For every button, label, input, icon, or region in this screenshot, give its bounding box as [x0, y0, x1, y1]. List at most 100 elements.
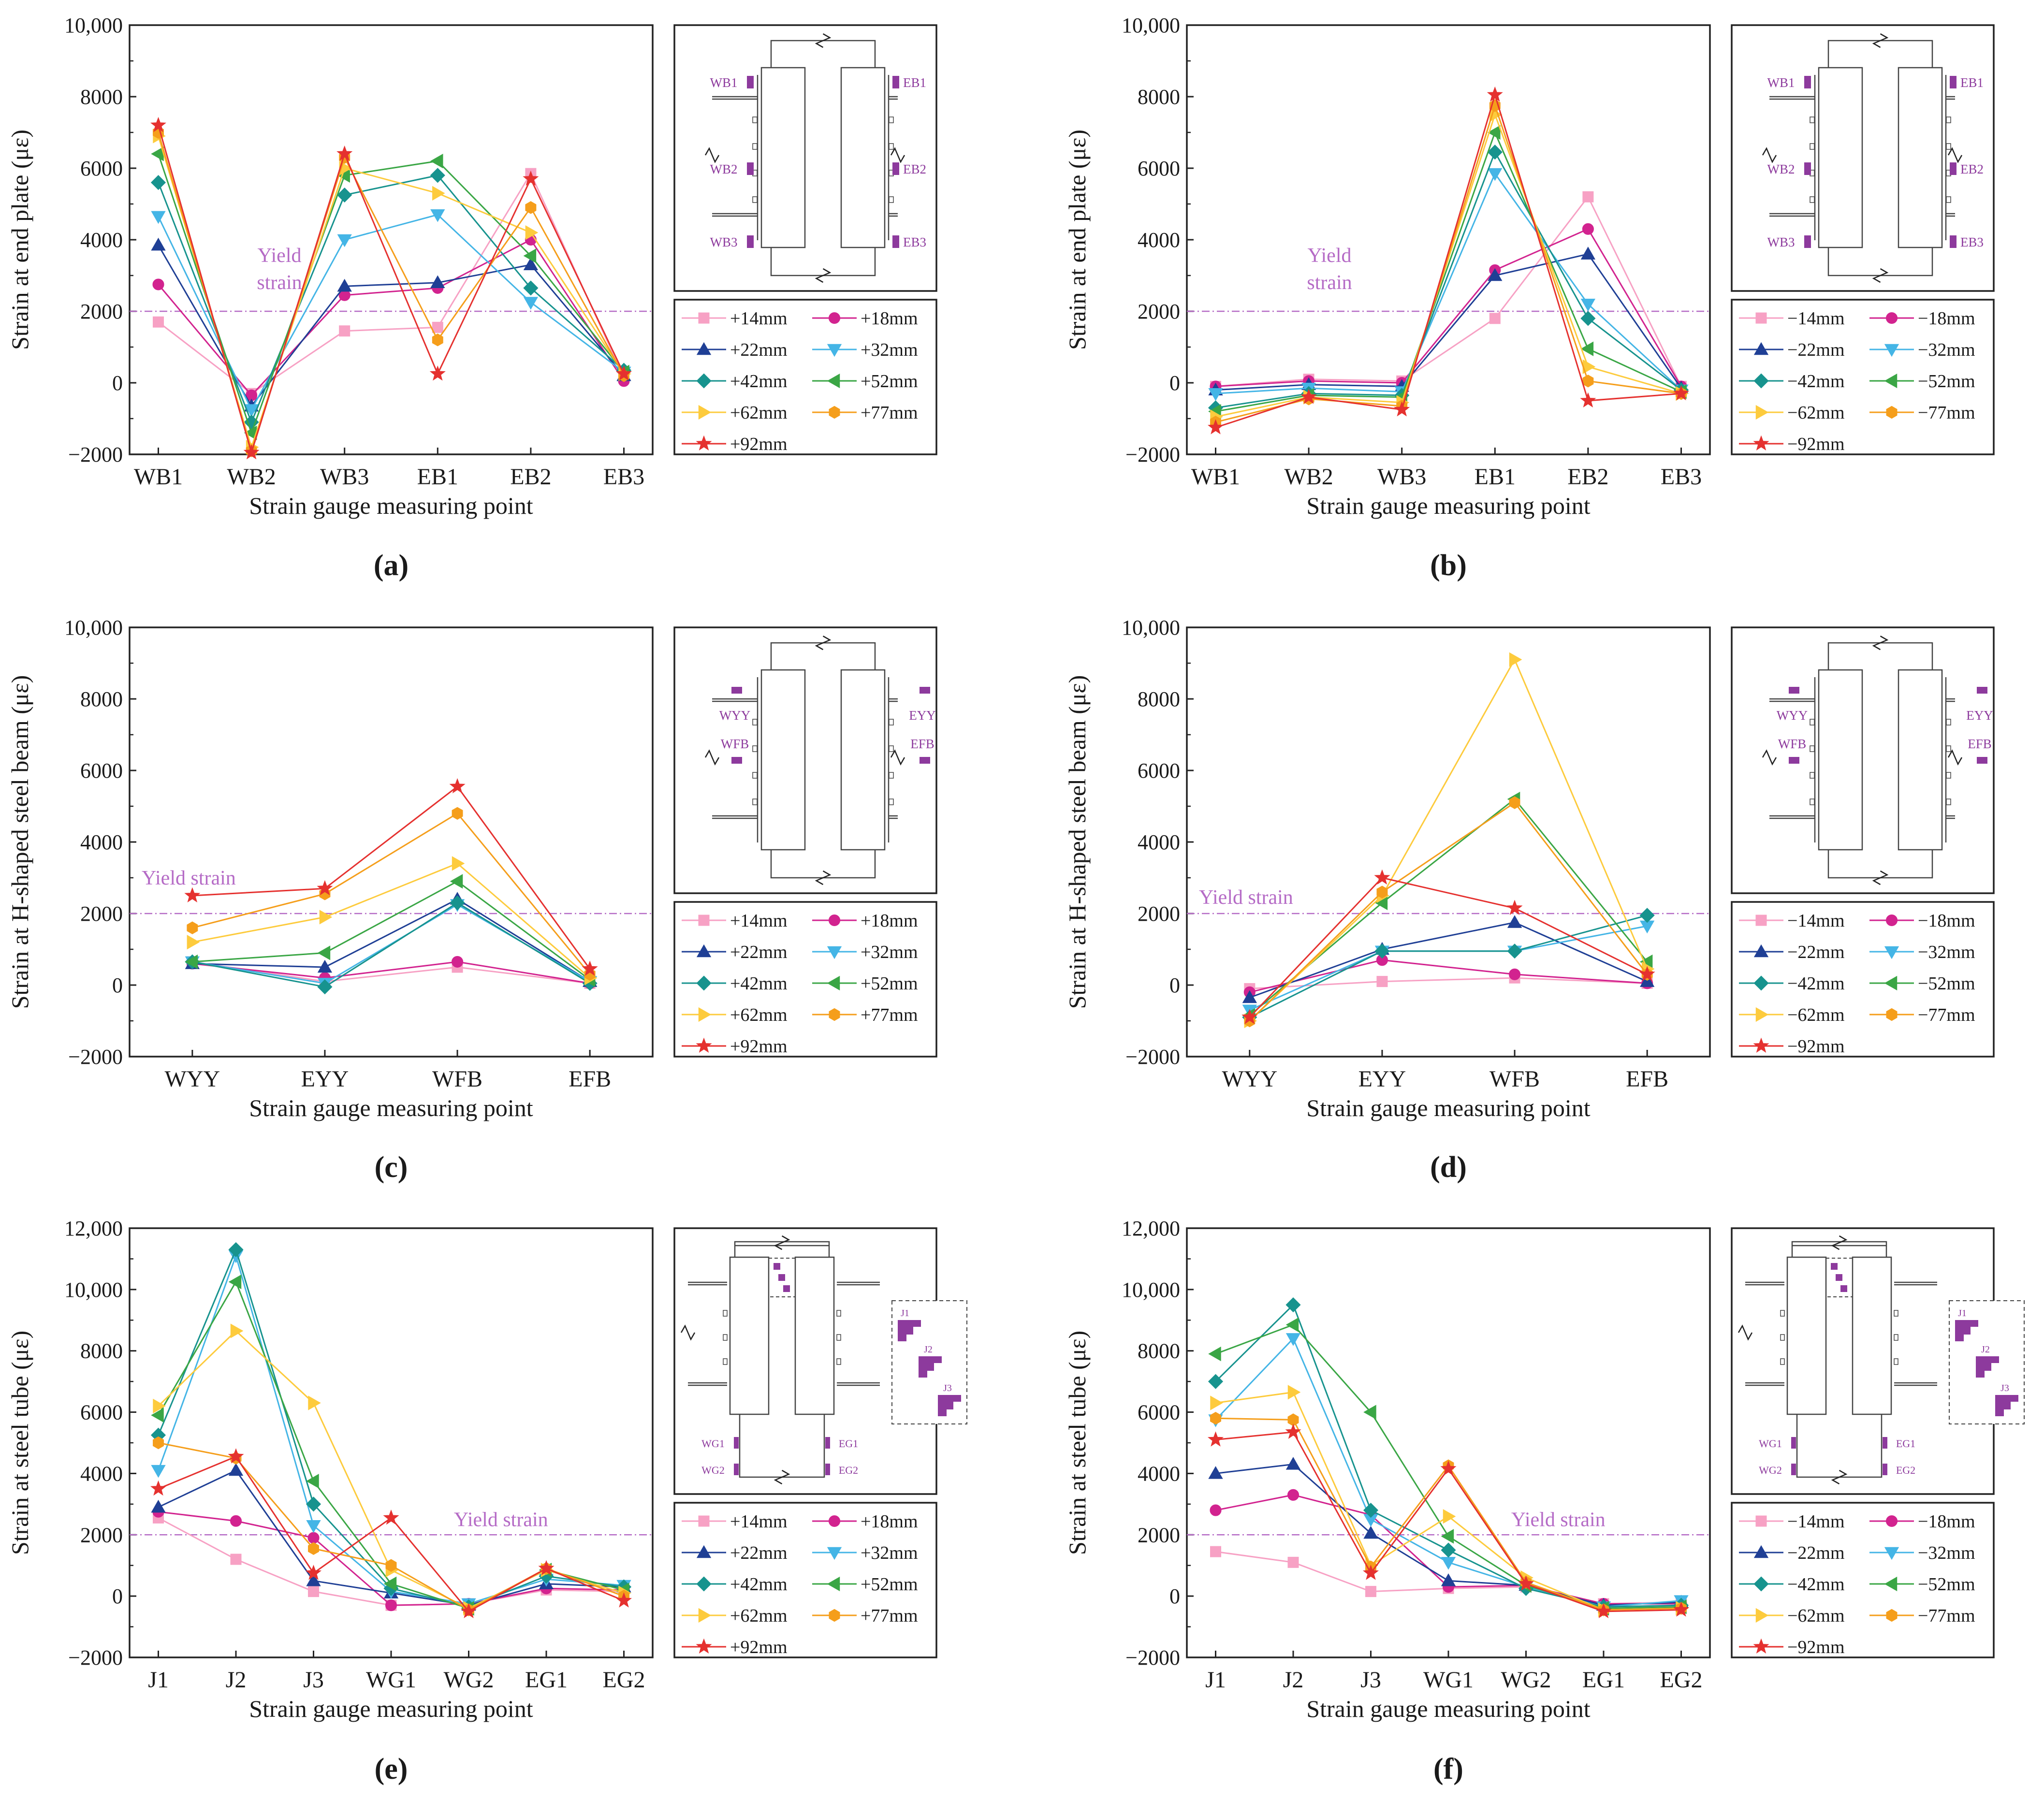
- legend-item: +18mm: [812, 308, 918, 329]
- y-tick-label: 10,000: [1122, 14, 1180, 37]
- strain-gauge-icon: [1791, 1437, 1796, 1449]
- data-point: [1210, 1546, 1222, 1557]
- legend-f: −14mm −18mm −22mm −32mm −42mm −52mm −62mm −77mm…: [1731, 1502, 1995, 1658]
- data-point: [1507, 915, 1522, 928]
- legend-label: +92mm: [730, 434, 788, 454]
- legend-marker-hexagon: [829, 406, 840, 419]
- data-point: [1582, 375, 1594, 388]
- east-tube: [1852, 1256, 1892, 1415]
- panel-f: −2000 0 2000 4000 6000 8000 10,000 12,000 J1 J2 J3…: [1064, 1217, 2025, 1785]
- data-point: [1487, 86, 1503, 102]
- data-point: [1580, 298, 1596, 312]
- break-icon-west: [1762, 147, 1777, 163]
- legend-marker-star: [1753, 435, 1769, 451]
- x-axis-title: Strain gauge measuring point: [249, 492, 533, 519]
- series-−32mm: [1208, 1333, 1689, 1614]
- x-tick-label: EB1: [1475, 464, 1516, 490]
- series-line: [1249, 877, 1648, 1018]
- series-line: [192, 785, 591, 970]
- data-point: [523, 170, 539, 186]
- data-point: [523, 297, 539, 310]
- data-point: [151, 211, 166, 224]
- strain-gauge-icon: [1840, 1285, 1847, 1292]
- gauge-label: WG2: [1759, 1464, 1782, 1476]
- y-tick-label: 2000: [1138, 300, 1180, 323]
- yield-label: Yield strain: [454, 1509, 548, 1531]
- data-point: [1210, 1395, 1223, 1410]
- strain-gauge-icon: [734, 1464, 739, 1475]
- gauge-label: WFB: [1778, 737, 1807, 751]
- data-point: [150, 1480, 167, 1496]
- data-point: [430, 209, 445, 222]
- data-point: [1287, 1556, 1299, 1568]
- series-line: [158, 174, 625, 424]
- legend-label: −14mm: [1787, 1511, 1845, 1532]
- data-point: [151, 1408, 164, 1423]
- data-point: [1440, 1460, 1457, 1476]
- data-point: [430, 275, 445, 289]
- yield-label: Yield strain: [1199, 886, 1293, 909]
- yield-label: strain: [1307, 272, 1352, 294]
- x-tick-label: WFB: [432, 1066, 482, 1092]
- y-tick-label: 6000: [80, 1401, 123, 1424]
- legend-item: −14mm: [1739, 911, 1845, 931]
- x-tick-label: WB1: [1191, 464, 1240, 490]
- legend-item: +18mm: [812, 1511, 918, 1532]
- x-tick-label: J3: [303, 1667, 324, 1693]
- data-point: [1487, 125, 1501, 140]
- legend-item: −32mm: [1869, 340, 1975, 360]
- x-tick-label: EG2: [1660, 1667, 1702, 1693]
- east-column: [1898, 67, 1943, 248]
- data-point: [1488, 168, 1503, 181]
- legend-label: −32mm: [1918, 1543, 1975, 1563]
- gauge-label: EB3: [903, 235, 926, 249]
- gauge-label: J1: [1958, 1308, 1967, 1319]
- legend-item: +92mm: [682, 1637, 788, 1657]
- gauge-label: WB3: [710, 235, 738, 249]
- bolt-icon: [889, 116, 894, 123]
- legend-marker-square: [698, 1515, 710, 1527]
- bolt-icon: [836, 1334, 841, 1341]
- data-point: [1443, 1509, 1456, 1524]
- x-tick-label: J2: [1283, 1667, 1304, 1693]
- data-point: [615, 365, 632, 381]
- legend-marker-triangle-down: [1884, 1547, 1899, 1560]
- west-column: [1818, 669, 1863, 851]
- series-−18mm: [1210, 223, 1687, 392]
- break-icon-east: [1947, 749, 1963, 766]
- panel-b: −2000 0 2000 4000 6000 8000 10,000 WB1 WB2 WB3 EB1…: [1064, 14, 1995, 582]
- series-line: [1215, 112, 1681, 418]
- data-point: [1506, 900, 1523, 915]
- bolt-icon: [1810, 798, 1815, 805]
- legend-item: +14mm: [682, 308, 788, 329]
- gauge-label: EG1: [839, 1437, 858, 1450]
- strain-gauge-icon: [783, 1285, 790, 1292]
- data-point: [450, 895, 465, 911]
- plot-frame: [129, 626, 654, 1058]
- legend-item: +62mm: [682, 403, 788, 423]
- x-tick-label: EB3: [1661, 464, 1702, 490]
- gauge-label: EG1: [1896, 1437, 1915, 1450]
- series-−42mm: [1242, 908, 1655, 1025]
- y-tick-label: 4000: [1138, 228, 1180, 252]
- legend-label: −77mm: [1918, 403, 1975, 423]
- data-point: [1595, 1603, 1612, 1618]
- strain-gauge-icon: [747, 235, 754, 248]
- data-point: [1580, 311, 1596, 326]
- bolt-icon: [1946, 745, 1951, 752]
- data-point: [1441, 1529, 1454, 1544]
- bolt-icon: [889, 798, 894, 805]
- x-axis-title: Strain gauge measuring point: [249, 1695, 533, 1722]
- legend-marker-triangle-left: [827, 975, 840, 991]
- y-tick-label: 2000: [80, 902, 123, 926]
- data-point: [1242, 990, 1257, 1003]
- break-icon-east: [890, 749, 905, 766]
- break-icon-bottom: [1872, 268, 1889, 283]
- weld-detail-icon: [1976, 1356, 1999, 1378]
- y-tick-label: 10,000: [1122, 1278, 1180, 1302]
- data-point: [150, 116, 167, 132]
- legend-item: +22mm: [682, 1543, 788, 1563]
- legend-item: +14mm: [682, 1511, 788, 1532]
- series-line: [192, 898, 590, 982]
- data-point: [1374, 869, 1390, 885]
